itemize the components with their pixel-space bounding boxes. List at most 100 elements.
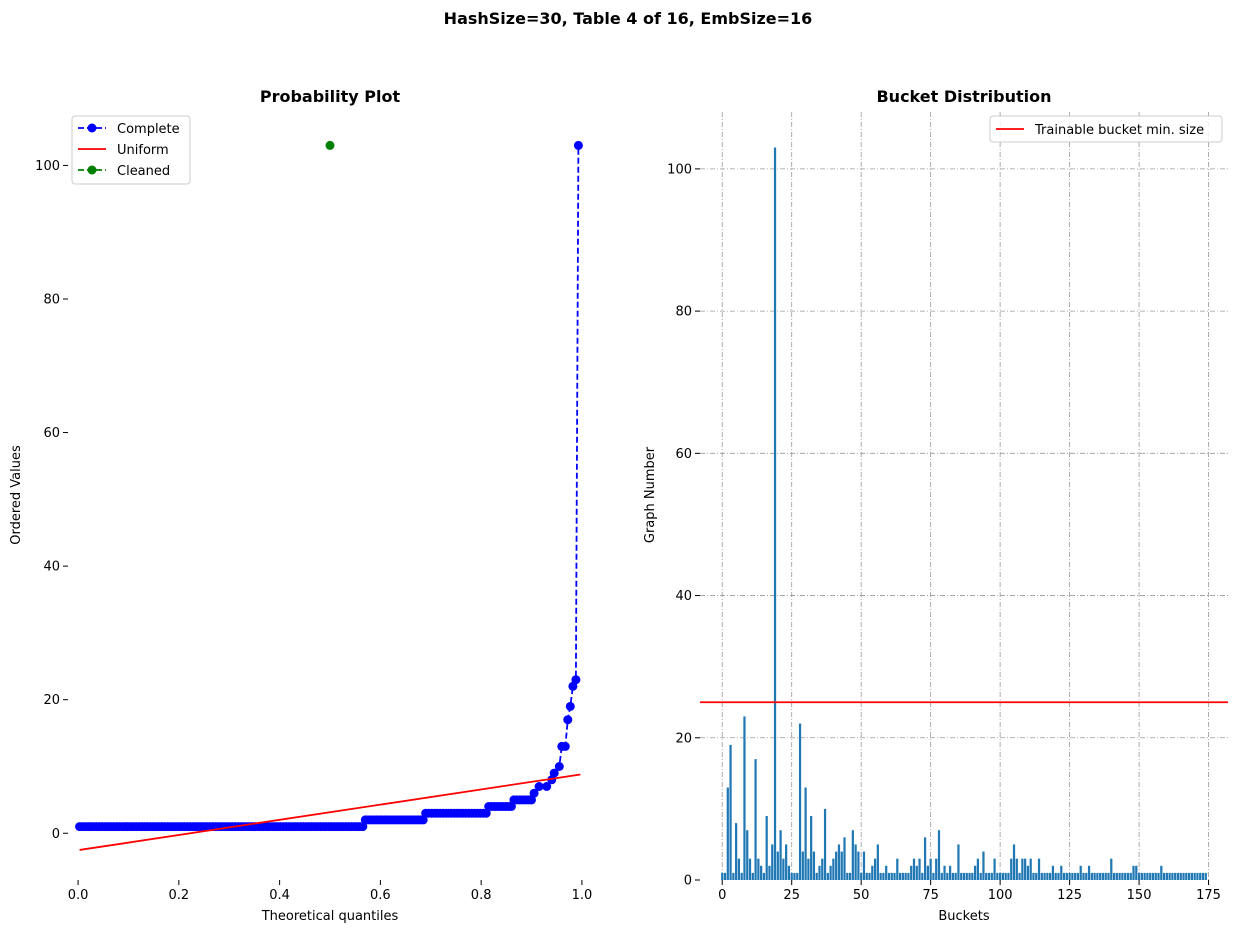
bucket-bar — [1085, 872, 1088, 880]
bucket-bar — [1090, 872, 1093, 880]
bucket-bar — [1149, 872, 1152, 880]
y-tick-label: 20 — [675, 731, 692, 746]
complete-point — [529, 788, 539, 798]
bucket-bar — [1082, 872, 1085, 880]
bucket-bar — [829, 865, 832, 880]
bucket-bar — [982, 851, 985, 880]
bucket-bar — [873, 858, 877, 880]
y-tick-label: 40 — [675, 589, 692, 604]
bucket-bar — [801, 851, 804, 880]
bucket-bar — [882, 872, 885, 880]
bucket-bar — [785, 844, 788, 880]
bucket-bar — [999, 872, 1002, 880]
bucket-bar — [1110, 858, 1113, 880]
y-tick-label: 80 — [675, 305, 692, 320]
bucket-bar — [1174, 872, 1177, 880]
bucket-bar — [746, 830, 749, 880]
bucket-bar — [1076, 872, 1080, 880]
bucket-bar — [1143, 872, 1146, 880]
bucket-bar — [726, 787, 729, 880]
bucket-bar — [1115, 872, 1118, 880]
bucket-bar — [1096, 872, 1099, 880]
bucket-bar — [904, 872, 907, 880]
legend-uniform-label: Uniform — [117, 143, 169, 158]
bucket-bar — [1071, 872, 1074, 880]
bucket-bar — [929, 858, 932, 880]
bucket-bar — [1132, 865, 1135, 880]
bucket-bar — [1032, 872, 1035, 880]
x-tick-label: 150 — [1127, 888, 1152, 903]
bucket-bar — [985, 872, 988, 880]
bucket-bar — [879, 872, 882, 880]
bucket-bar — [1185, 872, 1188, 880]
bucket-bar — [721, 872, 724, 880]
bucket-bar — [1199, 872, 1202, 880]
x-tick-label: 0.8 — [471, 888, 492, 903]
x-tick-label: 0.6 — [370, 888, 391, 903]
x-tick-label: 0.0 — [68, 888, 89, 903]
bucket-bar — [826, 872, 829, 880]
bucket-bar — [890, 872, 893, 880]
bucket-bar — [960, 872, 963, 880]
bucket-bar — [935, 858, 938, 880]
bucket-bar — [1193, 872, 1196, 880]
bucket-bar — [946, 872, 949, 880]
bucket-bar — [951, 872, 954, 880]
bucket-bar — [851, 830, 854, 880]
bucket-bar — [837, 844, 841, 880]
bucket-bar — [1118, 872, 1121, 880]
bucket-bar — [974, 865, 977, 880]
legend-cleaned-label: Cleaned — [117, 164, 170, 179]
legend-frame — [989, 115, 1223, 143]
bucket-bar — [1168, 872, 1171, 880]
bucket-bar — [957, 844, 960, 880]
bucket-bar — [1049, 872, 1052, 880]
bucket-bar — [915, 865, 918, 880]
bucket-bar — [1190, 872, 1193, 880]
bucket-bar — [757, 858, 760, 880]
bucket-bar — [1060, 865, 1063, 880]
bucket-bar — [751, 872, 754, 880]
bucket-bar — [1037, 858, 1041, 880]
bucket-bar — [1154, 872, 1157, 880]
bucket-distribution-bars — [721, 147, 1207, 880]
bucket-bar — [1024, 858, 1027, 880]
probability-plot-y-ticks: 0 20 40 60 80 100 — [35, 159, 68, 842]
bucket-bar — [1004, 872, 1007, 880]
bucket-bar — [993, 858, 996, 880]
bucket-bar — [887, 872, 891, 880]
bucket-bar — [907, 872, 910, 880]
bucket-bar — [932, 872, 935, 880]
bucket-bar — [1129, 872, 1132, 880]
legend-complete-marker — [87, 123, 97, 133]
bucket-bar — [926, 865, 929, 880]
complete-point — [549, 768, 559, 778]
bucket-bar — [1051, 865, 1055, 880]
bucket-bar — [893, 872, 896, 880]
bucket-bar — [971, 872, 974, 880]
bucket-bar — [1146, 872, 1149, 880]
bucket-bar — [782, 858, 785, 880]
bucket-bar — [1204, 872, 1207, 880]
bucket-bar — [862, 851, 866, 880]
bucket-bar — [885, 865, 888, 880]
bucket-bar — [1062, 872, 1066, 880]
x-tick-label: 0.4 — [269, 888, 290, 903]
bucket-bar — [1176, 872, 1180, 880]
bucket-bar — [821, 858, 824, 880]
bucket-bar — [804, 787, 807, 880]
bucket-bar — [1101, 872, 1105, 880]
bucket-bar — [1068, 872, 1071, 880]
bucket-bar — [807, 858, 810, 880]
bucket-bar — [1187, 872, 1191, 880]
bucket-bar — [1112, 872, 1116, 880]
complete-point — [534, 782, 544, 791]
y-tick-label: 60 — [675, 447, 692, 462]
figure-suptitle: HashSize=30, Table 4 of 16, EmbSize=16 — [444, 9, 813, 28]
bucket-bar — [796, 872, 799, 880]
bucket-bar — [1124, 872, 1127, 880]
bucket-bar — [976, 858, 979, 880]
bucket-bar — [1201, 872, 1205, 880]
bucket-bar — [1182, 872, 1185, 880]
